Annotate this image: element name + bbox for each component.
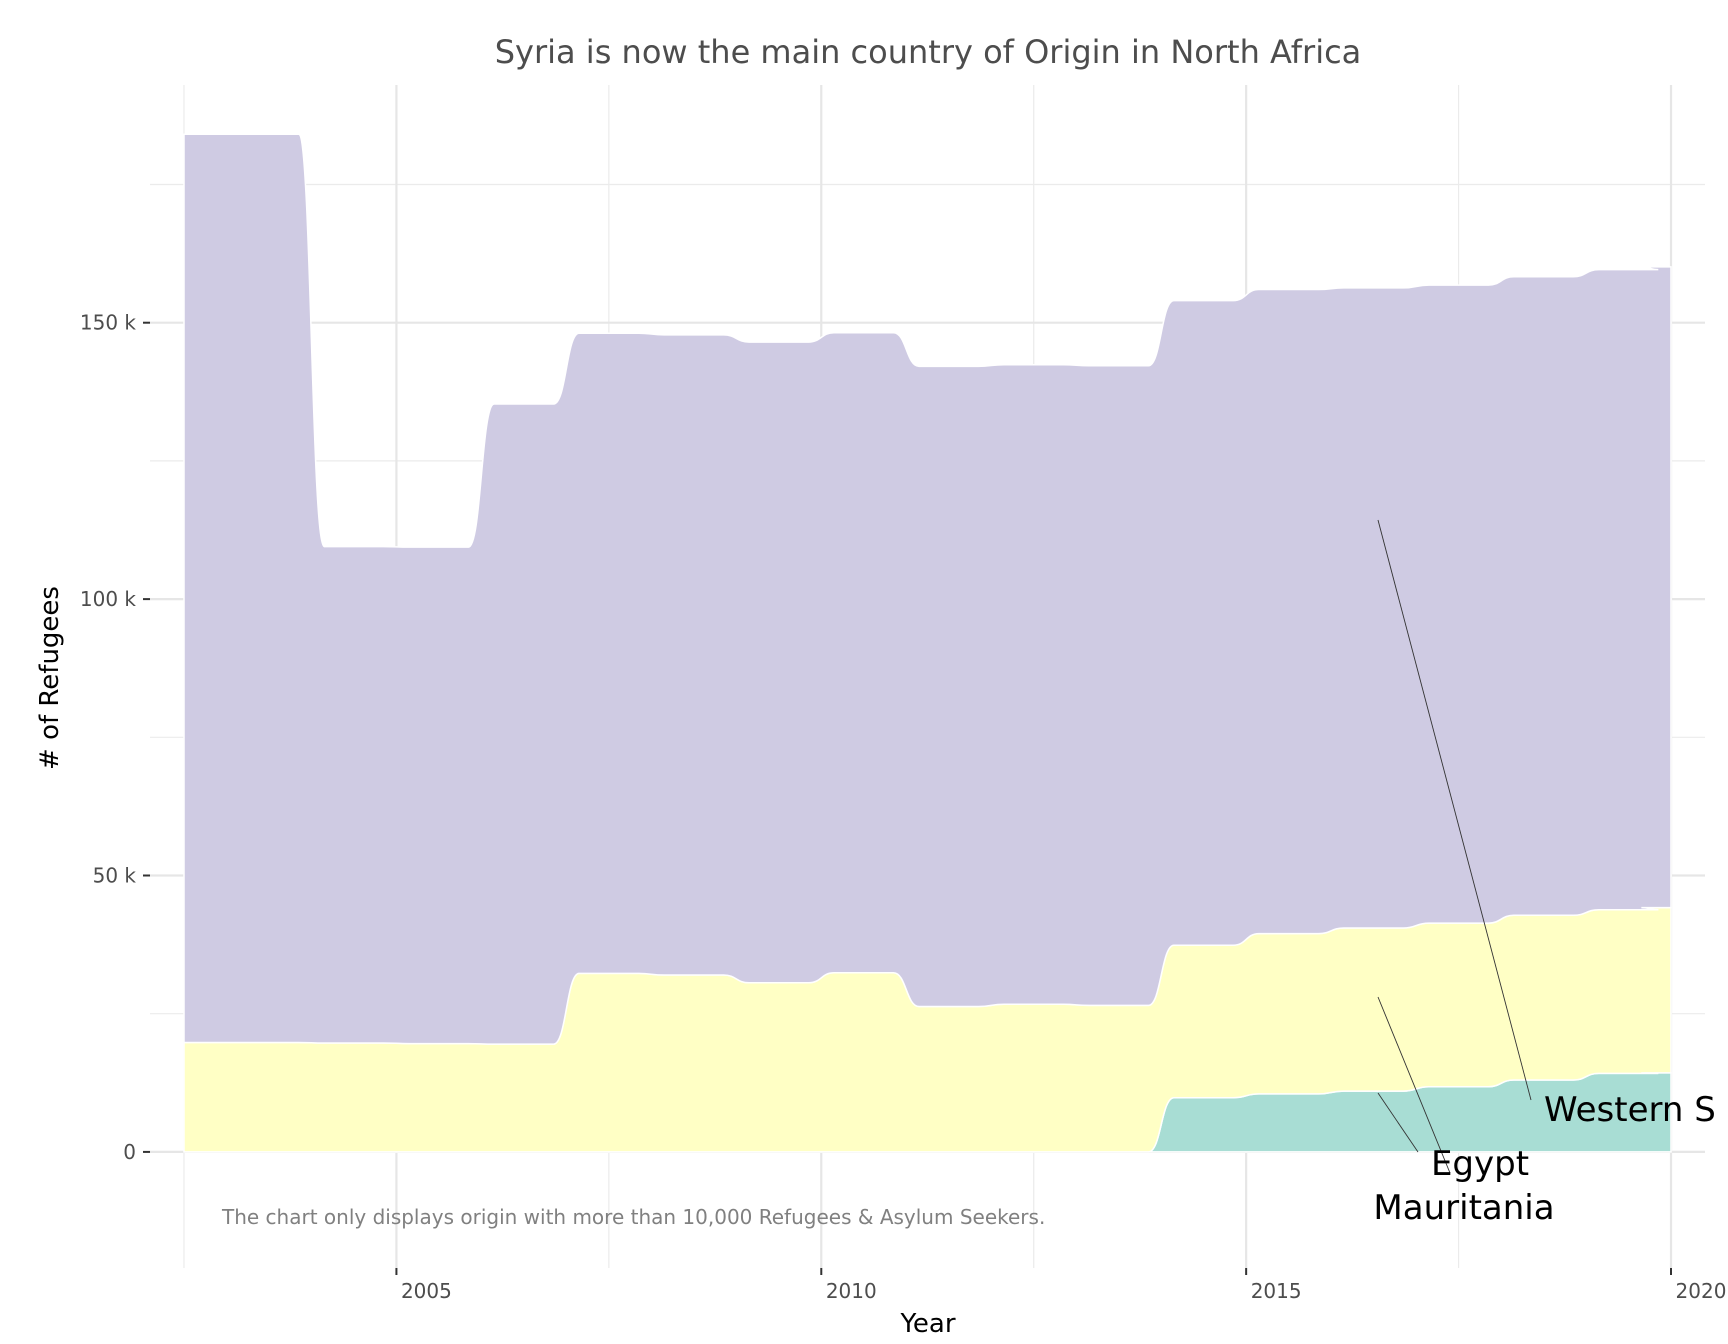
leader-line-egypt <box>1377 996 1451 1174</box>
x-tick-label: 2020 <box>1676 1279 1727 1303</box>
y-tick-label: 50 k <box>93 864 137 888</box>
chart-caption: The chart only displays origin with more… <box>221 1205 1045 1229</box>
y-tick-label: 100 k <box>80 587 137 611</box>
y-tick-label: 0 <box>123 1140 136 1164</box>
leader-line-western <box>1377 519 1532 1101</box>
annotation-label-egypt: Egypt <box>1431 1144 1529 1184</box>
x-axis-ticks: 2005 2010 2015 2020 <box>395 1268 1727 1303</box>
x-tick-label: 2015 <box>1251 1279 1302 1303</box>
annotation-label-mauritania: Mauritania <box>1373 1188 1554 1228</box>
x-tick-label: 2010 <box>826 1279 877 1303</box>
annotation-leader-lines <box>1377 519 1532 1174</box>
stacked-areas <box>183 133 1672 1153</box>
y-axis-title: # of Refugees <box>35 586 65 770</box>
y-tick-label: 150 k <box>80 311 137 335</box>
y-axis-ticks: 0 50 k 100 k 150 k <box>80 311 150 1164</box>
x-axis-title: Year <box>899 1309 955 1339</box>
chart-title: Syria is now the main country of Origin … <box>495 33 1362 71</box>
annotation-label-western: Western S <box>1544 1090 1716 1130</box>
area-western-s <box>183 133 1672 1045</box>
x-tick-label: 2005 <box>401 1279 452 1303</box>
leader-line-mauritania <box>1377 1092 1419 1153</box>
